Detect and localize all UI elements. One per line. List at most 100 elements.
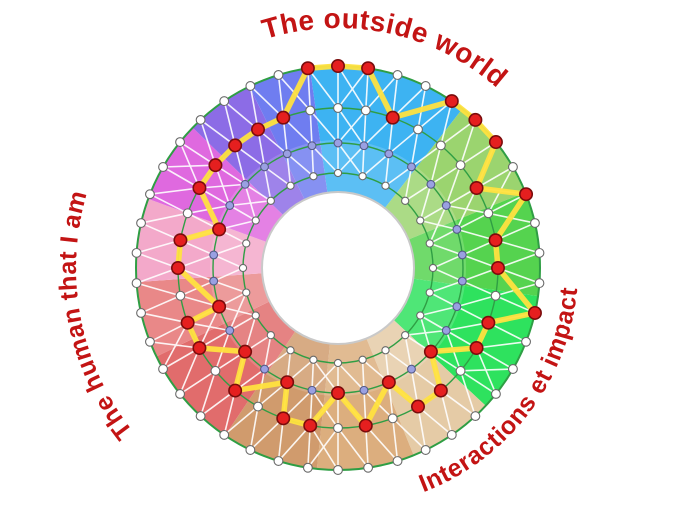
- white-node: [309, 355, 318, 364]
- red-node: [208, 158, 223, 173]
- white-node: [392, 456, 403, 466]
- white-node: [358, 172, 367, 181]
- white-node: [242, 239, 251, 248]
- white-node: [333, 168, 343, 178]
- red-node: [468, 112, 483, 127]
- white-node: [363, 462, 374, 473]
- purple-node: [452, 224, 462, 234]
- purple-node: [307, 141, 317, 151]
- sector-layer: [135, 66, 540, 470]
- white-node: [175, 290, 186, 301]
- white-node: [333, 358, 343, 368]
- white-node: [305, 105, 316, 116]
- white-node: [273, 456, 284, 466]
- sector-6: [225, 331, 331, 469]
- white-node: [416, 216, 425, 225]
- red-node: [303, 418, 318, 433]
- red-node: [490, 260, 505, 275]
- white-node: [242, 288, 251, 297]
- white-node: [251, 216, 260, 225]
- red-node: [192, 181, 207, 196]
- white-node: [175, 388, 186, 399]
- label-left-text: The human that I am: [51, 185, 141, 448]
- purple-node: [426, 179, 436, 189]
- purple-node: [333, 138, 343, 148]
- white-node: [401, 331, 410, 340]
- white-node: [195, 411, 206, 422]
- red-node: [385, 110, 400, 125]
- white-node: [470, 411, 481, 422]
- red-node: [212, 299, 227, 314]
- red-node: [173, 233, 188, 248]
- purple-node: [407, 162, 416, 172]
- red-node: [330, 58, 345, 73]
- red-node: [276, 110, 291, 125]
- red-node: [300, 61, 315, 76]
- white-node: [158, 162, 169, 172]
- purple-node: [457, 276, 467, 286]
- sector-0: [309, 66, 463, 209]
- white-node: [253, 401, 263, 412]
- red-node: [180, 315, 195, 330]
- white-node: [534, 278, 545, 289]
- red-node: [330, 385, 345, 400]
- white-node: [309, 172, 318, 181]
- purple-node: [441, 326, 451, 335]
- white-node: [507, 162, 518, 172]
- white-node: [483, 208, 494, 219]
- purple-node: [359, 141, 369, 151]
- purple-node: [307, 385, 317, 395]
- center-hole: [261, 191, 415, 345]
- white-node: [529, 218, 540, 229]
- white-node: [145, 336, 155, 347]
- white-node: [210, 365, 221, 376]
- purple-node: [359, 385, 369, 395]
- white-node: [182, 208, 193, 219]
- purple-node: [384, 149, 394, 159]
- purple-node: [225, 201, 235, 210]
- red-node: [192, 340, 207, 355]
- purple-node: [407, 364, 416, 374]
- white-node: [273, 70, 284, 80]
- white-node: [387, 413, 398, 424]
- purple-node: [260, 364, 269, 374]
- white-node: [175, 137, 186, 148]
- white-node: [238, 263, 248, 273]
- sector-9: [135, 198, 267, 283]
- sector-12: [249, 67, 328, 200]
- white-node: [136, 218, 147, 229]
- white-node: [286, 346, 295, 355]
- red-node: [238, 344, 253, 359]
- purple-node: [209, 250, 219, 260]
- purple-node: [282, 149, 292, 159]
- white-node: [245, 445, 256, 455]
- white-node: [381, 181, 390, 190]
- white-node: [392, 70, 403, 80]
- white-node: [428, 263, 438, 273]
- white-node: [286, 181, 295, 190]
- red-node: [469, 181, 484, 196]
- sector-10: [148, 127, 284, 243]
- white-node: [360, 105, 371, 116]
- white-node: [219, 96, 230, 107]
- red-node: [444, 94, 459, 109]
- red-node: [251, 122, 266, 137]
- white-node: [420, 445, 431, 455]
- sector-4: [366, 319, 486, 456]
- white-node: [401, 196, 410, 205]
- purple-node: [209, 276, 219, 286]
- red-node: [212, 222, 227, 237]
- white-node: [534, 247, 545, 258]
- white-node: [435, 140, 446, 151]
- red-node: [410, 399, 425, 414]
- white-node: [420, 81, 431, 91]
- purple-node: [240, 179, 250, 189]
- white-node: [507, 364, 518, 374]
- red-node: [469, 340, 484, 355]
- white-node: [413, 124, 423, 135]
- white-node: [145, 189, 155, 200]
- white-node: [266, 196, 275, 205]
- white-node: [455, 160, 466, 171]
